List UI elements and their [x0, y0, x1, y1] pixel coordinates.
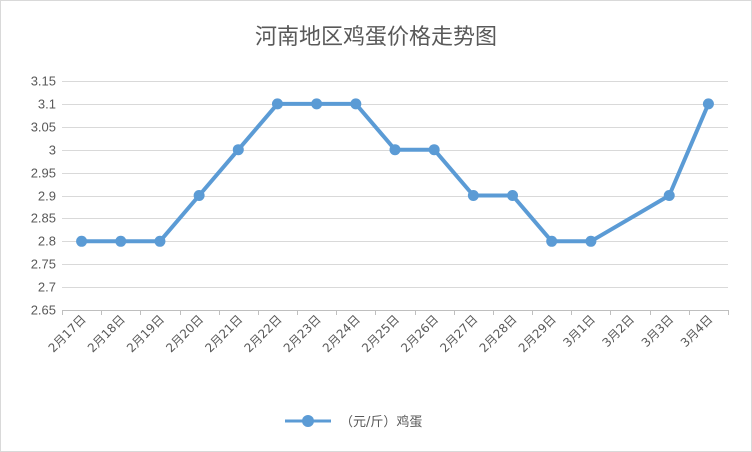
grid-layer [62, 81, 728, 311]
data-point [585, 235, 597, 247]
x-tick-label: 2月18日 [85, 312, 128, 355]
x-tick-label: 2月29日 [516, 312, 559, 355]
x-tick-label: 2月23日 [281, 312, 324, 355]
data-point [154, 235, 166, 247]
x-tick-label: 2月17日 [46, 312, 89, 355]
x-tick-label: 2月24日 [320, 312, 363, 355]
data-point [389, 144, 401, 156]
data-point [193, 190, 205, 201]
data-point [115, 235, 127, 247]
y-tick-label: 3.1 [38, 97, 56, 112]
x-tick-label: 3月4日 [678, 312, 716, 350]
y-tick-label: 2.75 [31, 257, 56, 272]
y-tick-label: 2.85 [31, 211, 56, 226]
legend-label: （元/斤）鸡蛋 [340, 414, 422, 430]
data-point [311, 98, 323, 110]
y-tick-label: 2.7 [38, 280, 56, 295]
data-point [428, 144, 440, 156]
y-axis-ticks: 2.65 2.7 2.75 2.8 2.85 2.9 2.95 3 3.05 3.1 3.15 [31, 74, 56, 318]
y-tick-label: 2.8 [38, 234, 56, 249]
x-tick-label: 2月28日 [477, 312, 520, 355]
data-point [507, 190, 519, 201]
data-point [546, 235, 558, 247]
data-point [232, 144, 244, 156]
x-tick-label: 2月20日 [163, 312, 206, 355]
x-tick-label: 3月1日 [560, 312, 598, 350]
chart-title: 河南地区鸡蛋价格走势图 [255, 25, 497, 50]
x-tick-label: 2月26日 [398, 312, 441, 355]
series-layer [76, 98, 714, 247]
legend-marker [302, 415, 314, 427]
data-point [76, 235, 88, 247]
y-tick-label: 3.15 [31, 74, 56, 89]
y-tick-label: 2.9 [38, 189, 56, 204]
data-point [702, 98, 714, 110]
x-tick-label: 2月22日 [242, 312, 285, 355]
x-tick-label: 2月25日 [359, 312, 402, 355]
x-tick-label: 3月3日 [639, 312, 677, 350]
x-axis-ticks: 2月17日2月18日2月19日2月20日2月21日2月22日2月23日2月24日… [46, 310, 729, 355]
series-line-0 [79, 101, 711, 244]
data-point [271, 98, 283, 110]
y-tick-label: 3.05 [31, 120, 56, 135]
data-point [467, 190, 479, 201]
y-tick-label: 2.95 [31, 166, 56, 181]
x-tick-label: 2月19日 [124, 312, 167, 355]
x-tick-label: 3月2日 [600, 312, 638, 350]
data-point [663, 190, 675, 201]
y-tick-label: 3 [49, 143, 56, 158]
x-tick-label: 2月27日 [437, 312, 480, 355]
data-point [350, 98, 362, 110]
legend: （元/斤）鸡蛋 [285, 414, 422, 430]
x-tick-label: 2月21日 [202, 312, 245, 355]
y-tick-label: 2.65 [31, 303, 56, 318]
